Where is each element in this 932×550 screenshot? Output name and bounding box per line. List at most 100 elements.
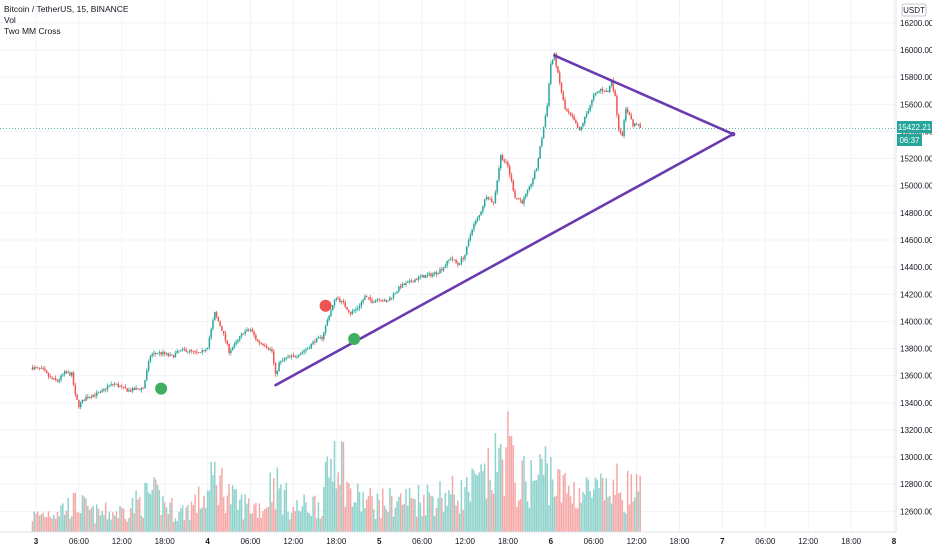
candle-body: [458, 263, 461, 265]
candle-body: [126, 388, 128, 392]
candle-body: [389, 297, 391, 301]
volume-bar: [144, 482, 146, 532]
candle-body: [155, 353, 157, 354]
volume-bar: [326, 456, 329, 532]
volume-bar: [65, 510, 68, 532]
volume-bar: [367, 496, 370, 532]
candle-body: [194, 351, 196, 353]
candle-body: [612, 80, 615, 91]
volume-bar: [546, 463, 548, 532]
volume-bar: [378, 499, 380, 532]
volume-bar: [296, 500, 298, 532]
candle-body: [605, 90, 607, 92]
volume-bar: [321, 515, 323, 532]
volume-bar: [550, 457, 552, 532]
volume-bar: [498, 447, 500, 532]
volume-bar: [256, 517, 259, 532]
volume-bar: [473, 470, 475, 532]
candle-body: [58, 379, 60, 382]
volume-bar: [206, 490, 209, 532]
candle-body: [430, 273, 432, 277]
volume-bar: [314, 495, 316, 532]
trendline-resistance[interactable]: [553, 54, 735, 136]
candle-body: [45, 370, 48, 374]
candle-body: [344, 302, 346, 307]
volume-bar: [174, 518, 177, 532]
candle-body: [367, 297, 370, 298]
candle-body: [591, 99, 593, 106]
volume-bar: [72, 492, 75, 532]
volume-bar: [74, 492, 77, 532]
volume-bar: [271, 502, 273, 532]
candle-body: [592, 95, 595, 100]
candle-body: [56, 379, 59, 382]
y-tick-label: 15000.00: [900, 182, 932, 191]
x-tick-label: 12:00: [283, 537, 304, 546]
candle-body: [537, 158, 540, 169]
candle-body: [142, 388, 144, 389]
volume-bar: [619, 492, 622, 532]
volume-bar: [117, 518, 119, 532]
indicator-legend[interactable]: Two MM Cross: [4, 26, 61, 36]
candle-body: [258, 341, 261, 344]
volume-bar: [278, 488, 280, 532]
candle-body: [188, 350, 191, 352]
time-axis[interactable]: 3 06:00 12:00 18:00 4 06:00 12:00 18:00 5 06:00 12…: [0, 531, 932, 550]
volume-legend[interactable]: Vol: [4, 15, 16, 25]
volume-bar: [142, 517, 144, 532]
volume-bar: [310, 515, 313, 532]
volume-bar: [94, 523, 96, 532]
volume-bar: [410, 498, 413, 532]
candle-body: [72, 372, 75, 386]
volume-bar: [553, 496, 556, 532]
candle-body: [135, 388, 137, 390]
candle-body: [280, 361, 282, 363]
candle-body: [433, 272, 436, 274]
volume-bar: [453, 494, 456, 532]
symbol-title[interactable]: Bitcoin / TetherUS, 15, BINANCE: [4, 4, 129, 14]
volume-bar: [578, 487, 581, 532]
volume-bar: [324, 461, 327, 532]
volume-bar: [600, 473, 602, 532]
volume-bar: [437, 498, 439, 532]
volume-bar: [508, 435, 511, 532]
y-tick-label: 15200.00: [900, 155, 932, 164]
price-axis[interactable]: USDT 16200.00 16000.00 15800.00 15600.00 154…: [895, 0, 932, 550]
candle-body: [117, 383, 119, 387]
candle-body: [205, 349, 207, 352]
volume-bar: [81, 495, 84, 532]
candle-body: [601, 88, 604, 92]
volume-bar: [444, 492, 447, 532]
candle-body: [167, 353, 170, 356]
volume-bar: [176, 521, 178, 532]
candle-body: [408, 280, 411, 283]
volume-bar: [246, 503, 248, 532]
candle-body: [121, 386, 123, 388]
volume-bar: [630, 474, 632, 532]
volume-bar: [575, 508, 577, 532]
volume-bars: [31, 411, 641, 532]
candle-body: [557, 66, 559, 73]
volume-bar: [31, 521, 34, 532]
candle-body: [256, 339, 259, 342]
trendline-support[interactable]: [274, 132, 735, 387]
candle-body: [383, 299, 386, 302]
volume-bar: [290, 512, 293, 532]
candle-body: [630, 115, 632, 120]
volume-bar: [390, 496, 393, 532]
volume-bar: [392, 516, 395, 532]
volume-bar: [138, 497, 141, 532]
countdown-label: 06:37: [899, 136, 920, 145]
volume-bar: [460, 480, 463, 532]
candle-body: [525, 193, 527, 198]
candle-body: [62, 374, 64, 376]
trendlines[interactable]: [274, 54, 736, 387]
volume-bar: [115, 511, 118, 532]
volume-bar: [614, 494, 616, 532]
volume-bar: [49, 517, 52, 532]
candle-body: [323, 332, 325, 340]
candle-body: [582, 123, 584, 127]
volume-bar: [617, 493, 620, 532]
candle-body: [573, 116, 575, 121]
